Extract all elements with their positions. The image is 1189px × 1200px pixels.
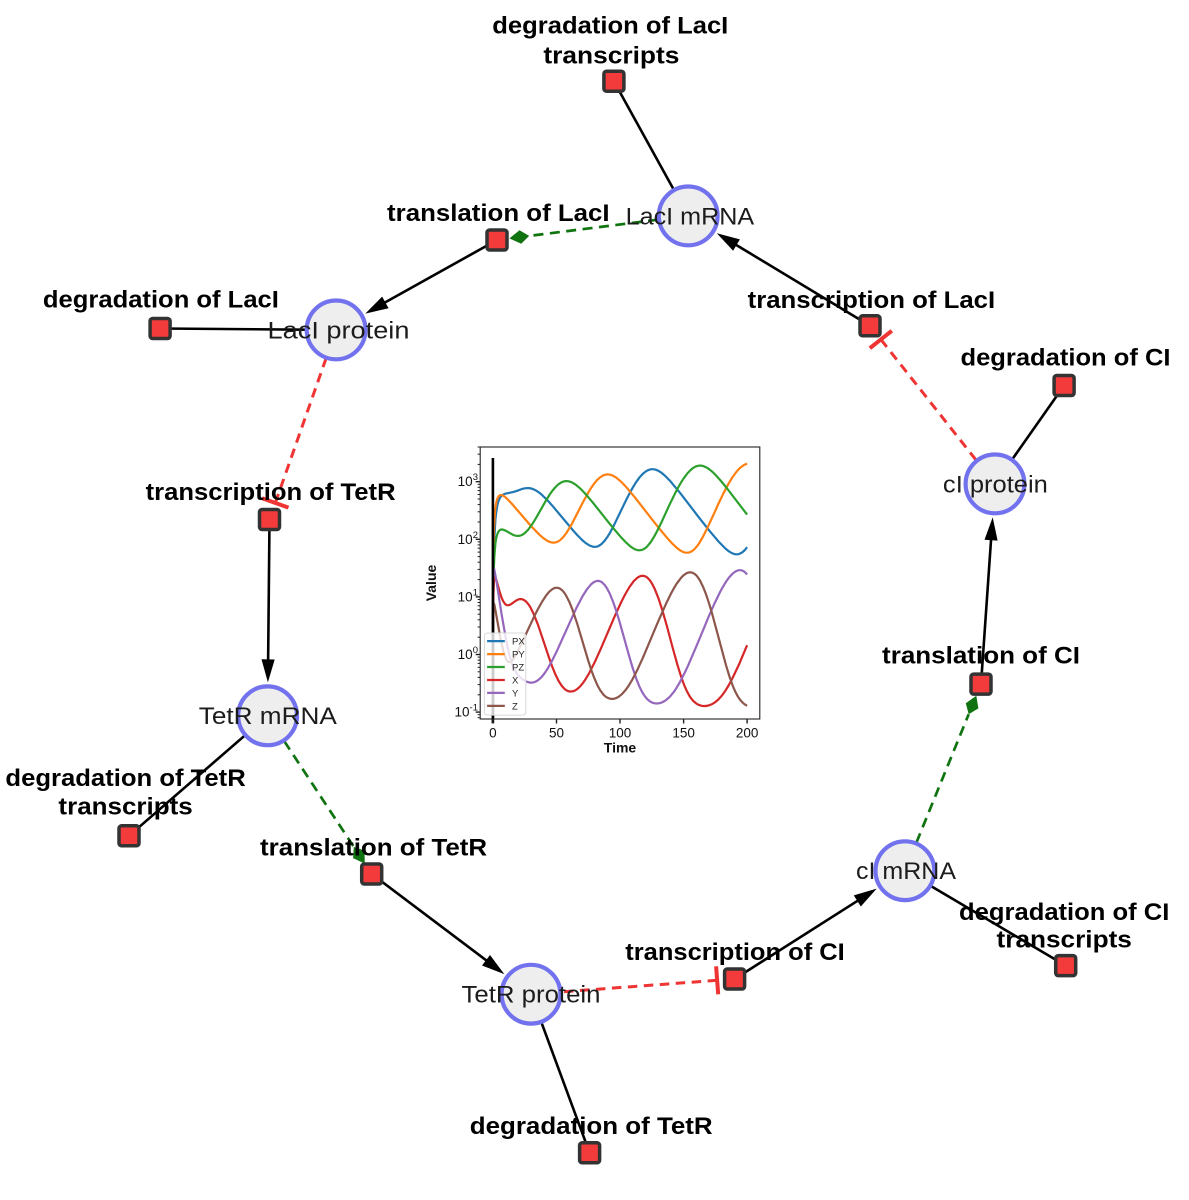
svg-text:transcription of TetR: transcription of TetR (146, 479, 396, 506)
svg-text:transcription of LacI: transcription of LacI (748, 287, 996, 314)
svg-text:cI mRNA: cI mRNA (856, 858, 956, 885)
svg-text:101: 101 (458, 587, 478, 604)
svg-text:0: 0 (489, 725, 497, 740)
svg-text:transcripts: transcripts (997, 927, 1132, 954)
svg-text:degradation of TetR: degradation of TetR (470, 1113, 713, 1140)
svg-text:TetR protein: TetR protein (462, 982, 601, 1009)
svg-text:200: 200 (736, 725, 759, 740)
svg-text:50: 50 (549, 725, 564, 740)
svg-text:cI protein: cI protein (943, 471, 1048, 498)
svg-text:103: 103 (458, 472, 478, 489)
svg-text:degradation of CI: degradation of CI (959, 899, 1169, 926)
svg-text:10-1: 10-1 (455, 703, 478, 720)
svg-text:PY: PY (512, 650, 525, 661)
svg-text:LacI mRNA: LacI mRNA (626, 203, 755, 230)
svg-text:100: 100 (458, 645, 478, 662)
svg-text:translation of TetR: translation of TetR (260, 835, 487, 862)
svg-text:transcripts: transcripts (543, 43, 679, 70)
svg-text:Value: Value (423, 565, 439, 602)
svg-text:transcripts: transcripts (58, 794, 192, 821)
svg-text:degradation of LacI: degradation of LacI (492, 13, 728, 40)
svg-text:translation of LacI: translation of LacI (387, 200, 610, 227)
svg-text:PZ: PZ (512, 663, 524, 674)
svg-text:translation of CI: translation of CI (882, 642, 1080, 669)
svg-text:LacI protein: LacI protein (268, 317, 410, 344)
svg-text:150: 150 (672, 725, 695, 740)
svg-text:degradation of CI: degradation of CI (961, 345, 1171, 372)
svg-text:X: X (512, 676, 519, 687)
svg-text:transcription of CI: transcription of CI (625, 939, 845, 966)
svg-text:Time: Time (604, 740, 637, 756)
svg-text:102: 102 (458, 530, 478, 547)
svg-text:PX: PX (512, 637, 525, 648)
svg-text:degradation of TetR: degradation of TetR (5, 765, 245, 792)
svg-text:Y: Y (512, 688, 519, 699)
svg-text:TetR mRNA: TetR mRNA (199, 703, 337, 730)
svg-text:Z: Z (512, 701, 518, 712)
svg-text:100: 100 (609, 725, 632, 740)
svg-text:degradation of LacI: degradation of LacI (43, 286, 279, 313)
